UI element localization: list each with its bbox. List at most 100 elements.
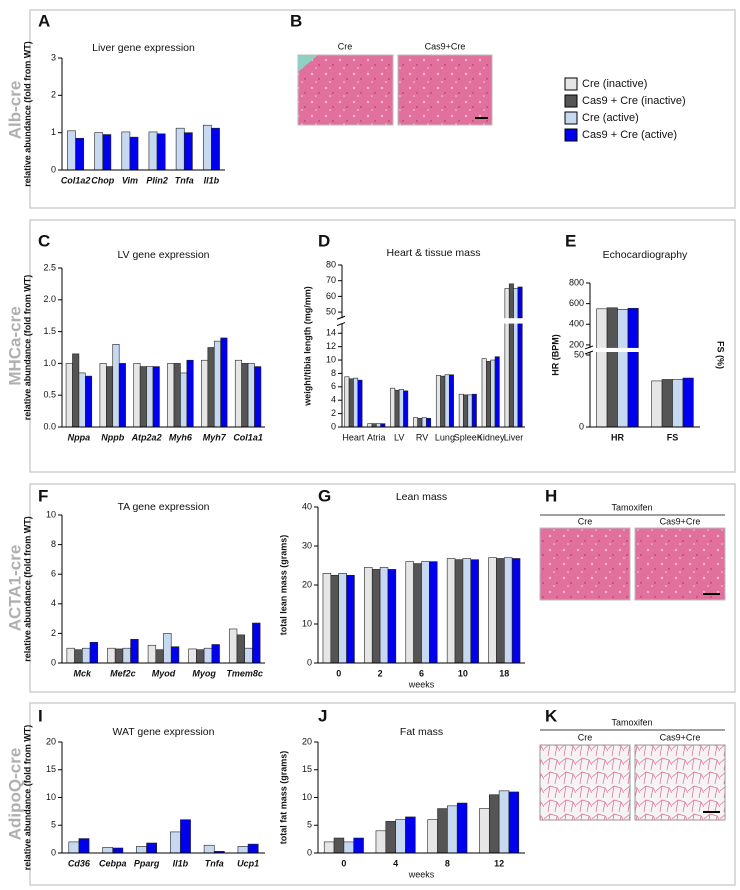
bar bbox=[379, 567, 389, 664]
bar bbox=[467, 394, 473, 428]
y-tick-label: 0.5 bbox=[43, 390, 56, 400]
x-tick-label: FS bbox=[667, 432, 679, 442]
bar bbox=[252, 622, 261, 664]
bar bbox=[72, 353, 80, 428]
histology-image bbox=[634, 527, 726, 601]
break-mark bbox=[584, 345, 594, 350]
x-tick-label: Myh6 bbox=[169, 432, 193, 442]
bar bbox=[112, 344, 120, 428]
y-tick-label: 20 bbox=[302, 579, 312, 589]
y-tick-label: 5 bbox=[51, 820, 56, 830]
x-tick-label: Myog bbox=[192, 668, 216, 678]
y2-axis-label: FS (%) bbox=[716, 341, 726, 369]
x-axis-label: weeks bbox=[408, 679, 435, 689]
legend-swatch bbox=[564, 94, 578, 108]
y-tick-label: 15 bbox=[302, 764, 312, 774]
x-tick-label: Myh7 bbox=[203, 432, 227, 442]
bar bbox=[244, 647, 253, 664]
y-axis-label: weight/tibia length (mg/mm) bbox=[302, 286, 312, 407]
axis-break bbox=[585, 347, 701, 352]
x-tick-label: Mck bbox=[74, 668, 93, 678]
panel-label: B bbox=[290, 11, 302, 30]
bar bbox=[488, 557, 497, 664]
break-mark bbox=[336, 315, 346, 320]
bar bbox=[413, 563, 422, 664]
x-tick-label: Nppb bbox=[101, 432, 124, 442]
bar bbox=[89, 641, 99, 664]
row-frame bbox=[29, 9, 736, 209]
bar bbox=[344, 376, 350, 428]
bar bbox=[376, 423, 381, 428]
bar bbox=[122, 647, 131, 664]
bar bbox=[241, 363, 249, 428]
row-label: Alb-cre bbox=[5, 81, 24, 140]
bar bbox=[421, 561, 430, 664]
bar bbox=[202, 124, 212, 171]
legend-label: Cre (active) bbox=[582, 112, 639, 124]
bar bbox=[118, 363, 126, 428]
bar bbox=[78, 838, 90, 854]
bar bbox=[201, 359, 209, 428]
bar bbox=[163, 633, 172, 664]
bar bbox=[333, 837, 345, 854]
bar bbox=[405, 816, 416, 854]
x-tick-label: Kidney bbox=[477, 432, 505, 442]
bar bbox=[99, 363, 107, 428]
bar bbox=[496, 558, 505, 664]
bar bbox=[213, 340, 221, 428]
bar bbox=[180, 372, 188, 428]
bar bbox=[114, 648, 124, 664]
bar bbox=[486, 361, 491, 428]
y-tick-label: 0 bbox=[579, 421, 584, 431]
y-tick-label: 70 bbox=[326, 275, 336, 285]
bar bbox=[147, 644, 157, 664]
bar bbox=[348, 378, 354, 428]
y-tick-label: 1.5 bbox=[43, 326, 56, 336]
x-tick-label: Il1b bbox=[204, 175, 220, 185]
x-tick-label: Il1b bbox=[173, 858, 189, 868]
x-tick-label: Atp2a2 bbox=[131, 432, 162, 442]
break-mark bbox=[336, 322, 346, 327]
row-label: MHCa-cre bbox=[5, 306, 24, 385]
bar bbox=[85, 375, 93, 428]
y-tick-label: 8 bbox=[51, 539, 56, 549]
histology-image bbox=[634, 744, 726, 821]
x-axis-label: weeks bbox=[408, 869, 435, 879]
y-tick-label: 0 bbox=[51, 847, 56, 857]
x-tick-label: Lung bbox=[435, 432, 455, 442]
y-tick-label: 10 bbox=[326, 354, 336, 364]
y-tick-label: 2.0 bbox=[43, 294, 56, 304]
panel-label: I bbox=[38, 706, 43, 725]
bar bbox=[503, 557, 513, 664]
bar bbox=[121, 131, 131, 171]
y-tick-label: 2 bbox=[331, 408, 336, 418]
bar bbox=[353, 837, 364, 854]
bar bbox=[481, 358, 487, 428]
bar bbox=[371, 569, 381, 664]
bar bbox=[234, 359, 242, 428]
bar bbox=[152, 366, 160, 428]
bar bbox=[106, 366, 114, 428]
bar bbox=[78, 372, 86, 428]
bar bbox=[454, 559, 464, 664]
bar bbox=[68, 841, 80, 854]
bar bbox=[429, 561, 438, 664]
chart-title: TA gene expression bbox=[117, 501, 209, 513]
bar bbox=[188, 648, 197, 664]
image-label: Cas9+Cre bbox=[660, 732, 701, 742]
x-tick-label: Nppa bbox=[68, 432, 91, 442]
row-frames bbox=[29, 9, 736, 886]
bar bbox=[426, 417, 432, 428]
x-tick-label: Atria bbox=[367, 432, 386, 442]
bar bbox=[508, 283, 514, 428]
bar bbox=[94, 132, 104, 171]
bar bbox=[421, 417, 427, 428]
bar bbox=[458, 393, 464, 428]
bar bbox=[672, 379, 684, 428]
bar bbox=[488, 794, 500, 854]
bar bbox=[390, 387, 396, 428]
row-frame bbox=[29, 219, 736, 473]
row-frame bbox=[29, 483, 736, 693]
bar bbox=[504, 288, 510, 428]
